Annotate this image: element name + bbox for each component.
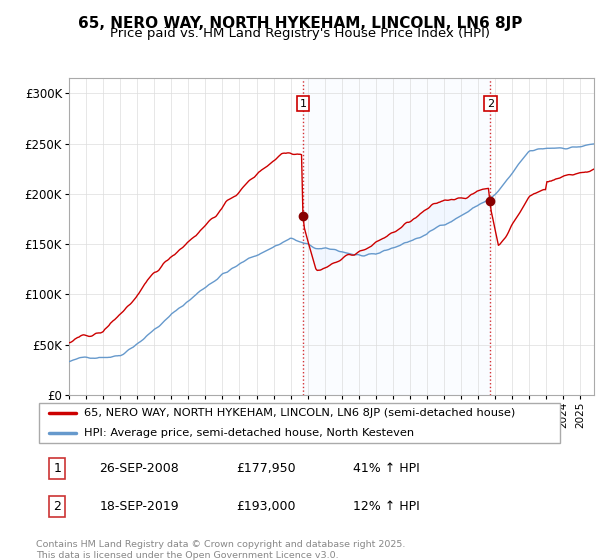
Text: 1: 1 <box>299 99 307 109</box>
Text: 26-SEP-2008: 26-SEP-2008 <box>100 462 179 475</box>
Text: Contains HM Land Registry data © Crown copyright and database right 2025.
This d: Contains HM Land Registry data © Crown c… <box>36 540 406 560</box>
Text: 41% ↑ HPI: 41% ↑ HPI <box>353 462 419 475</box>
Bar <box>303 78 490 395</box>
Text: HPI: Average price, semi-detached house, North Kesteven: HPI: Average price, semi-detached house,… <box>83 428 413 438</box>
Text: £177,950: £177,950 <box>236 462 296 475</box>
Text: 65, NERO WAY, NORTH HYKEHAM, LINCOLN, LN6 8JP (semi-detached house): 65, NERO WAY, NORTH HYKEHAM, LINCOLN, LN… <box>83 408 515 418</box>
Text: 1: 1 <box>53 462 61 475</box>
Text: 65, NERO WAY, NORTH HYKEHAM, LINCOLN, LN6 8JP: 65, NERO WAY, NORTH HYKEHAM, LINCOLN, LN… <box>78 16 522 31</box>
Text: 2: 2 <box>53 500 61 513</box>
Text: 2: 2 <box>487 99 494 109</box>
Text: £193,000: £193,000 <box>236 500 296 513</box>
Text: Price paid vs. HM Land Registry's House Price Index (HPI): Price paid vs. HM Land Registry's House … <box>110 27 490 40</box>
Text: 12% ↑ HPI: 12% ↑ HPI <box>353 500 419 513</box>
Text: 18-SEP-2019: 18-SEP-2019 <box>100 500 179 513</box>
FancyBboxPatch shape <box>38 403 560 443</box>
